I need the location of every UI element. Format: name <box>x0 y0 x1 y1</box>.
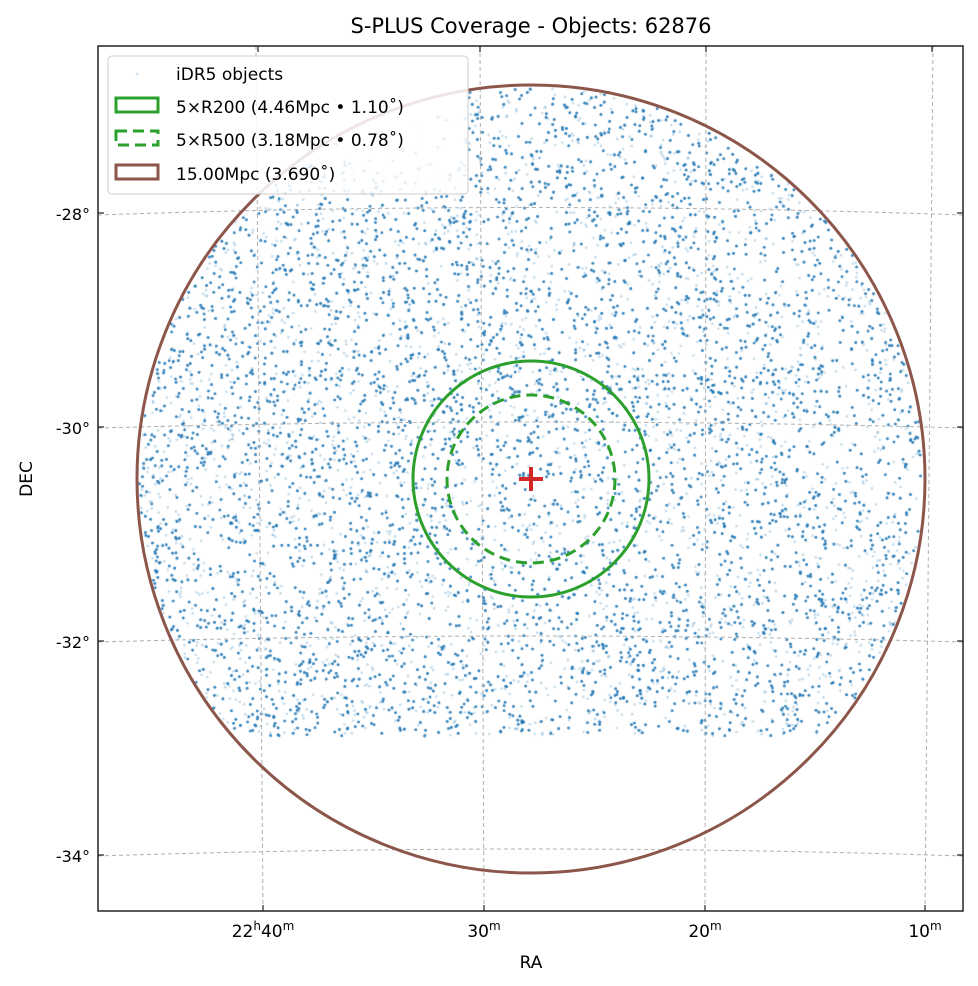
x-axis-label: RA <box>520 953 543 973</box>
legend-label: 5×R200 (4.46Mpc • 1.10˚) <box>176 97 404 118</box>
circle-5xr200 <box>411 359 651 599</box>
grid-dec-30 <box>97 421 964 429</box>
y-tick-label: -30° <box>56 419 90 438</box>
y-axis-label: DEC <box>17 461 37 497</box>
ticks <box>98 46 963 911</box>
y-tick-label: -34° <box>56 847 90 866</box>
y-tick-label: -32° <box>56 633 90 652</box>
legend-label: iDR5 objects <box>176 65 283 85</box>
grid-ra-30m <box>479 45 485 912</box>
grid-dec-34 <box>97 848 964 857</box>
legend: iDR5 objects 5×R200 (4.46Mpc • 1.10˚) 5×… <box>107 55 469 195</box>
center-marker-plus <box>519 467 543 491</box>
grid-dec-32 <box>97 635 964 643</box>
legend-marker-points <box>135 72 139 76</box>
circle-5xr500 <box>445 393 617 565</box>
x-tick-label: 22h40m <box>232 919 295 942</box>
legend-marker-r200 <box>114 96 160 114</box>
legend-label: 15.00Mpc (3.690˚) <box>176 164 335 185</box>
y-tick-label: -28° <box>56 205 90 224</box>
x-tick-label: 10m <box>908 919 941 942</box>
plot-frame <box>97 45 964 912</box>
x-tick-label: 30m <box>467 919 500 942</box>
grid-dec-28 <box>97 207 964 216</box>
x-tick-label: 20m <box>688 919 721 942</box>
legend-label: 5×R500 (3.18Mpc • 0.78˚) <box>176 130 404 151</box>
chart-title: S-PLUS Coverage - Objects: 62876 <box>350 14 711 38</box>
legend-marker-r500 <box>114 129 160 147</box>
grid-ra-20m <box>704 45 707 912</box>
legend-marker-15mpc <box>114 163 160 181</box>
circle-15mpc <box>135 83 927 875</box>
legend-box <box>107 55 469 195</box>
